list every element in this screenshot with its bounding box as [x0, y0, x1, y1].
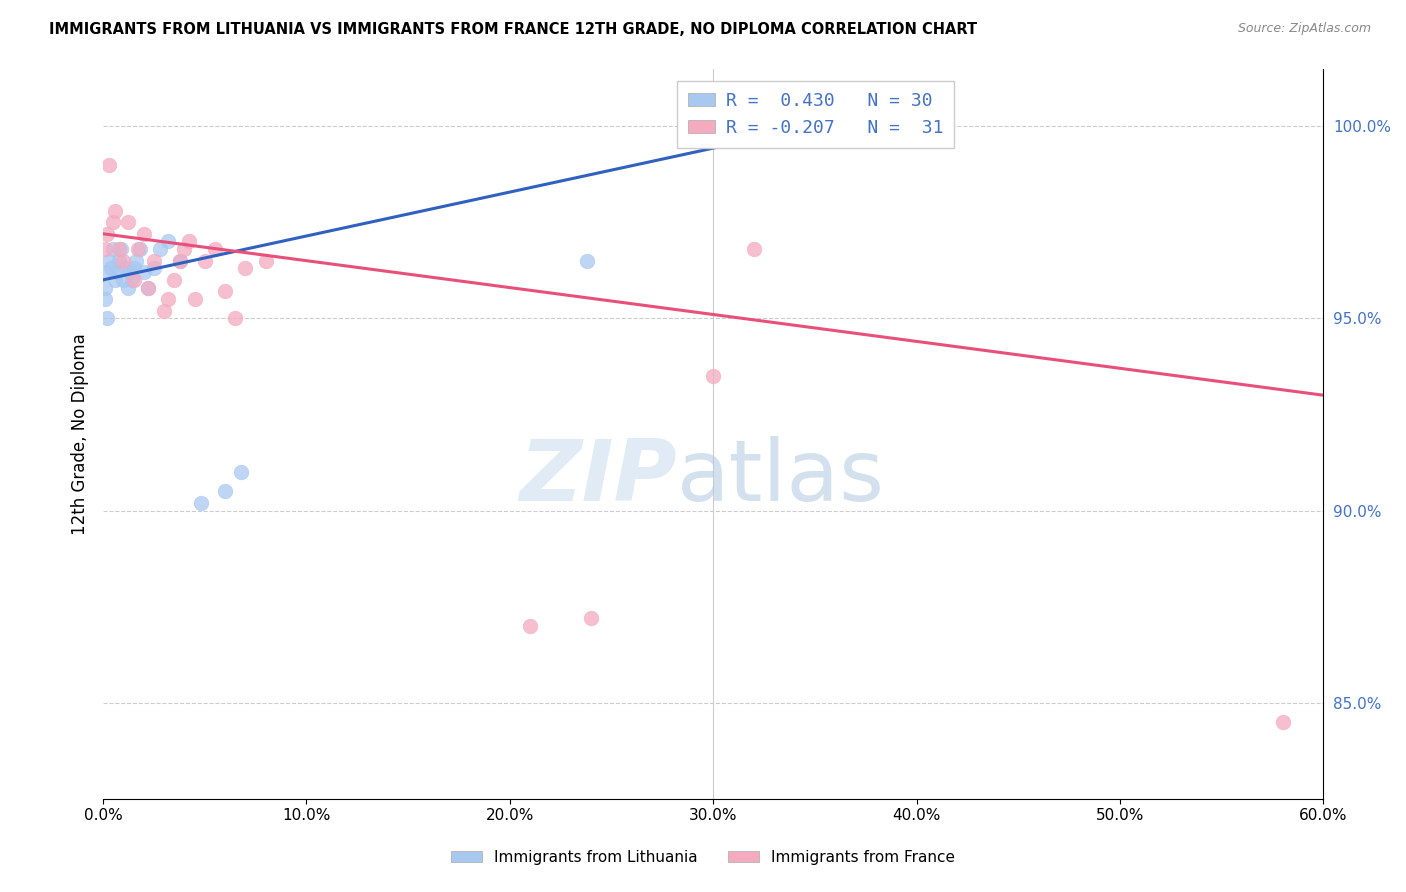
Legend: Immigrants from Lithuania, Immigrants from France: Immigrants from Lithuania, Immigrants fr… — [446, 844, 960, 871]
Point — [103, 215, 125, 229]
Point — [224, 311, 246, 326]
Point — [128, 242, 150, 256]
Point — [214, 285, 236, 299]
Point — [122, 273, 145, 287]
Point — [94, 242, 117, 256]
Point — [96, 265, 118, 279]
Point — [231, 465, 253, 479]
Legend: R =  0.430   N = 30, R = -0.207   N =  31: R = 0.430 N = 30, R = -0.207 N = 31 — [678, 81, 955, 148]
Y-axis label: 12th Grade, No Diploma: 12th Grade, No Diploma — [72, 333, 89, 534]
Point — [96, 311, 118, 326]
Point — [136, 280, 159, 294]
Point — [169, 253, 191, 268]
Point — [110, 242, 132, 256]
Point — [98, 158, 121, 172]
Point — [105, 265, 128, 279]
Point — [157, 292, 180, 306]
Point — [177, 235, 200, 249]
Point — [153, 303, 176, 318]
Point — [108, 242, 131, 256]
Point — [121, 273, 143, 287]
Point — [579, 611, 602, 625]
Point — [117, 280, 139, 294]
Point — [112, 273, 135, 287]
Point — [163, 273, 186, 287]
Point — [576, 253, 599, 268]
Point — [235, 261, 257, 276]
Point — [157, 235, 180, 249]
Point — [104, 203, 127, 218]
Point — [127, 242, 149, 256]
Point — [122, 261, 145, 276]
Point — [124, 253, 146, 268]
Point — [254, 253, 277, 268]
Point — [94, 292, 117, 306]
Point — [143, 253, 166, 268]
Point — [173, 242, 195, 256]
Point — [103, 242, 125, 256]
Point — [132, 227, 155, 241]
Point — [702, 369, 724, 384]
Point — [204, 242, 226, 256]
Point — [804, 127, 827, 141]
Point — [96, 227, 118, 241]
Point — [108, 253, 131, 268]
Point — [742, 242, 765, 256]
Point — [519, 619, 541, 633]
Point — [117, 215, 139, 229]
Point — [149, 242, 172, 256]
Point — [194, 253, 217, 268]
Point — [143, 261, 166, 276]
Text: atlas: atlas — [676, 436, 884, 519]
Point — [136, 280, 159, 294]
Point — [114, 261, 136, 276]
Point — [118, 265, 141, 279]
Point — [94, 280, 117, 294]
Point — [214, 484, 236, 499]
Point — [104, 273, 127, 287]
Point — [183, 292, 205, 306]
Point — [112, 253, 135, 268]
Point — [1271, 714, 1294, 729]
Point — [190, 496, 212, 510]
Text: ZIP: ZIP — [519, 436, 676, 519]
Point — [169, 253, 191, 268]
Text: IMMIGRANTS FROM LITHUANIA VS IMMIGRANTS FROM FRANCE 12TH GRADE, NO DIPLOMA CORRE: IMMIGRANTS FROM LITHUANIA VS IMMIGRANTS … — [49, 22, 977, 37]
Point — [132, 265, 155, 279]
Point — [100, 261, 122, 276]
Point — [98, 253, 121, 268]
Text: Source: ZipAtlas.com: Source: ZipAtlas.com — [1237, 22, 1371, 36]
